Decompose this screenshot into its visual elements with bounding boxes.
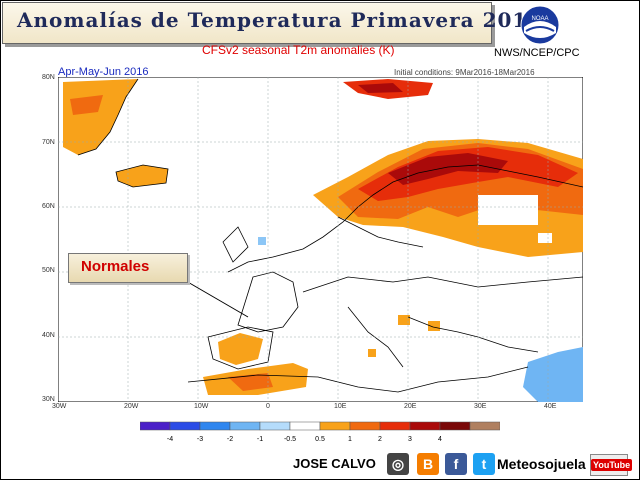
colorbar-swatch-11 [469,421,500,431]
forecast-period: Apr-May-Jun 2016 [58,66,149,78]
youtube-link[interactable]: YouTube [590,454,633,476]
page-title: Anomalías de Temperatura Primavera 2016 [17,8,543,32]
lat-label-50n: 50N [42,267,55,274]
callout-label: Normales [81,258,150,275]
author-credit: JOSE CALVO [293,456,376,471]
coastlines [187,164,583,393]
lon-label-30e: 30E [474,403,487,410]
colorbar-tick-label: 2 [378,436,382,443]
agency-label: NWS/NCEP/CPC [494,47,580,59]
lon-label-20e: 20E [404,403,417,410]
lon-label-20w: 20W [124,403,139,410]
colorbar-swatch-1 [169,421,201,431]
graticule [58,77,583,402]
lat-label-40n: 40N [42,332,55,339]
lon-label-10e: 10E [334,403,347,410]
chart-subtitle: CFSv2 seasonal T2m anomalies (K) [202,43,395,57]
colorbar-tick-label: 4 [438,436,442,443]
colorbar-tick-label: -1 [257,436,263,443]
colorbar-tick-label: -3 [197,436,203,443]
colorbar-tick-label: 0.5 [315,436,325,443]
youtube-label: YouTube [591,459,633,471]
lat-label-80n: 80N [42,74,55,81]
colorbar-tick-label: -2 [227,436,233,443]
colorbar-swatch-7 [349,421,381,431]
colorbar-swatch-8 [379,421,411,431]
noaa-logo-icon: NOAA [520,5,560,50]
anomaly-region-iberia [218,333,263,365]
brand-name: Meteosojuela [497,456,586,472]
lat-label-30n: 30N [42,396,55,403]
colorbar-swatch-9 [409,421,441,431]
colorbar-tick-label: 3 [408,436,412,443]
colorbar-swatch-5 [289,421,321,431]
colorbar-swatch-10 [439,421,471,431]
colorbar-swatch-2 [199,421,231,431]
colorbar-swatch-4 [259,421,291,431]
normales-callout: Normales [68,253,188,283]
anomaly-region-scandinavia-hot [358,147,578,201]
lon-label-0: 0 [266,403,270,410]
anomaly-region-iceland [116,165,168,187]
lon-label-30w: 30W [52,403,67,410]
colorbar-swatch-3 [229,421,261,431]
instagram-icon[interactable]: ◎ [387,453,409,475]
colorbar-tick-label: 1 [348,436,352,443]
title-banner: Anomalías de Temperatura Primavera 2016 [2,2,541,44]
initial-conditions: Initial conditions: 9Mar2016-18Mar2016 [394,68,535,77]
anomaly-region-middle-east [523,347,583,402]
blogger-icon[interactable]: B [417,453,439,475]
lat-label-60n: 60N [42,203,55,210]
coastline-iceland [115,164,169,188]
colorbar-tick-label: -4 [167,436,173,443]
facebook-icon[interactable]: f [445,453,467,475]
anomaly-map [58,77,583,402]
anomaly-region-greenland-core [70,95,103,115]
anomaly-region-north-africa-warm [228,373,273,391]
twitter-icon[interactable]: t [473,453,495,475]
callout-pointer [185,280,249,318]
anomaly-region-svalbard-core [358,83,403,93]
lon-label-10w: 10W [194,403,209,410]
lat-label-70n: 70N [42,139,55,146]
colorbar-swatch-0 [140,421,171,431]
anomaly-colorbar: -4 -3 -2 -1 -0.5 0.5 1 2 3 4 [140,421,500,443]
logo-text: NOAA [531,16,548,22]
colorbar-swatch-6 [319,421,351,431]
colorbar-tick-label: -0.5 [284,436,296,443]
lon-label-40e: 40E [544,403,557,410]
